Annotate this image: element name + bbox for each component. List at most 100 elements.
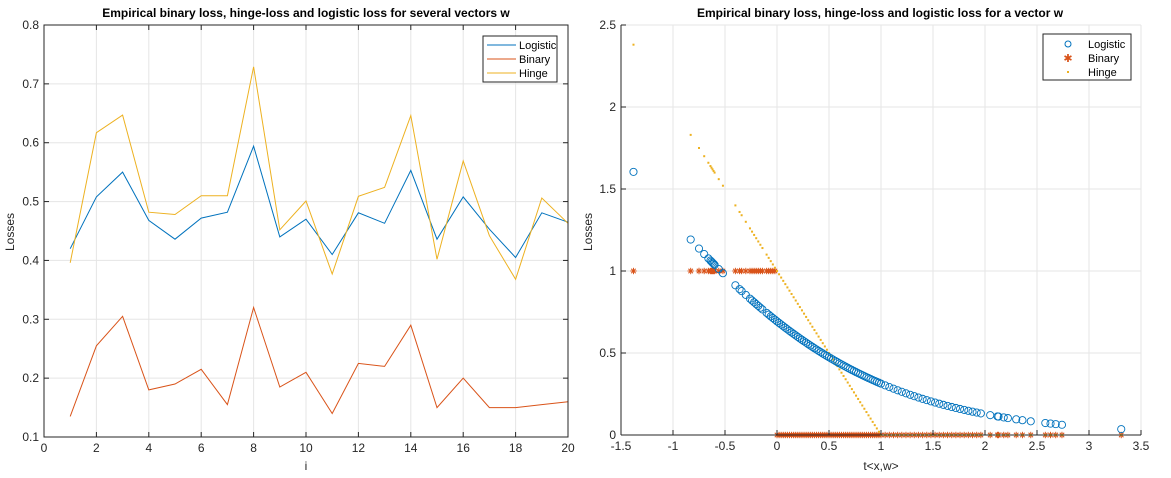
hinge-point xyxy=(813,329,816,332)
logistic-point xyxy=(847,365,856,375)
logistic-point xyxy=(824,353,834,362)
left-x-tick-label: 0 xyxy=(41,441,48,455)
legend-marker-logistic xyxy=(1064,40,1072,48)
logistic-point xyxy=(791,331,800,340)
logistic-point xyxy=(694,244,704,253)
legend-label-logistic: Logistic xyxy=(519,40,557,52)
logistic-point xyxy=(808,342,817,351)
logistic-point xyxy=(1012,415,1021,424)
logistic-point xyxy=(797,335,807,344)
logistic-point xyxy=(781,323,790,332)
hinge-point xyxy=(873,424,876,427)
hinge-point xyxy=(721,184,724,187)
hinge-point xyxy=(819,338,822,341)
binary-point-stroke xyxy=(712,268,718,274)
logistic-point xyxy=(816,348,825,357)
right-grid xyxy=(621,24,1142,435)
logistic-point xyxy=(810,344,819,353)
hinge-point xyxy=(840,371,843,374)
hinge-point xyxy=(846,381,849,384)
right-y-tick-label: 1 xyxy=(609,264,616,278)
right-legend-box xyxy=(1042,33,1132,81)
binary-point xyxy=(742,267,749,275)
hinge-point xyxy=(796,302,799,305)
hinge-point xyxy=(717,178,720,181)
left-x-tick-label: 16 xyxy=(457,441,471,455)
logistic-point xyxy=(955,404,965,414)
binary-point-stroke xyxy=(630,268,637,274)
hinge-point xyxy=(823,345,826,348)
binary-point-stroke xyxy=(696,268,702,274)
logistic-point xyxy=(629,167,638,176)
hinge-point xyxy=(769,260,772,263)
logistic-point xyxy=(785,326,794,335)
logistic-point xyxy=(986,411,995,420)
hinge-point xyxy=(875,427,878,430)
right-y-tick-label: 2 xyxy=(609,100,616,114)
logistic-point xyxy=(839,361,848,370)
left-x-tick-label: 2 xyxy=(93,441,100,455)
logistic-point xyxy=(831,356,840,365)
legend-label-logistic-r: Logistic xyxy=(1088,39,1126,51)
left-series xyxy=(69,66,569,417)
logistic-point xyxy=(1026,417,1035,426)
hinge-point xyxy=(753,233,756,236)
hinge-point xyxy=(865,411,868,414)
logistic-point xyxy=(926,397,935,406)
hinge-point xyxy=(773,266,776,269)
hinge-point xyxy=(859,401,862,404)
binary-point-stroke xyxy=(688,268,694,274)
left-y-tick-label: 0.6 xyxy=(22,136,39,150)
left-x-tick-label: 4 xyxy=(145,441,152,455)
logistic-point xyxy=(901,389,911,398)
hinge-point xyxy=(792,296,795,299)
logistic-point xyxy=(731,281,740,290)
legend-label-hinge: Hinge xyxy=(519,68,548,80)
hinge-point xyxy=(805,315,808,318)
right-x-tick-label: 1 xyxy=(878,439,885,453)
hinge-point xyxy=(861,404,864,407)
binary-point xyxy=(687,267,694,275)
hinge-point xyxy=(751,230,754,233)
hinge-point xyxy=(778,273,781,276)
left-y-tick-label: 0.5 xyxy=(22,195,39,209)
hinge-point xyxy=(738,210,741,213)
logistic-point xyxy=(804,340,813,349)
right-x-tick-label: -0.5 xyxy=(715,439,736,453)
hinge-point xyxy=(832,358,835,361)
logistic-point xyxy=(968,407,977,416)
hinge-point xyxy=(809,322,812,325)
hinge-point xyxy=(755,237,758,240)
hinge-point xyxy=(707,161,710,164)
logistic-point xyxy=(935,399,944,408)
logistic-point xyxy=(1057,420,1067,429)
left-legend: Logistic Binary Hinge xyxy=(482,35,558,83)
hinge-point xyxy=(713,171,716,174)
hinge-point xyxy=(782,279,785,282)
logistic-point xyxy=(951,403,960,413)
hinge-point xyxy=(821,342,824,345)
logistic-point xyxy=(818,349,827,358)
logistic-point xyxy=(1018,416,1027,425)
logistic-point xyxy=(1046,419,1055,428)
hinge-point xyxy=(786,286,789,289)
logistic-point xyxy=(960,405,969,414)
right-x-tick-label: 0.5 xyxy=(821,439,838,453)
hinge-point xyxy=(767,256,770,259)
hinge-point xyxy=(771,263,774,266)
logistic-point xyxy=(972,408,981,417)
logistic-point xyxy=(976,409,985,418)
logistic-point xyxy=(893,386,902,395)
logistic-point xyxy=(906,390,915,399)
hinge-point xyxy=(863,407,866,410)
logistic-point xyxy=(885,383,894,392)
hinge-point xyxy=(817,335,820,338)
logistic-point xyxy=(843,363,852,372)
logistic-point xyxy=(849,366,859,376)
series-line-binary xyxy=(69,305,569,417)
logistic-point xyxy=(812,345,821,354)
logistic-point xyxy=(1051,420,1060,429)
hinge-point xyxy=(850,388,853,391)
right-legend: Logistic ✱ Binary Hinge xyxy=(1042,33,1132,81)
